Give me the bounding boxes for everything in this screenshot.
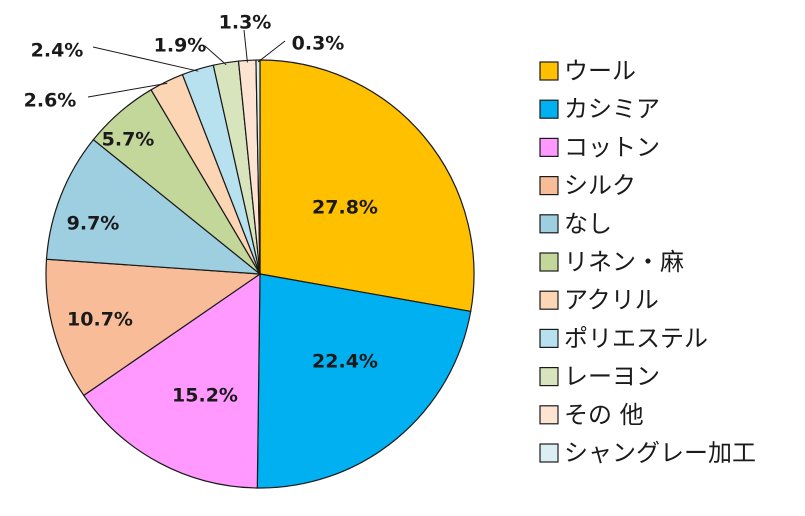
legend-swatch-11 [539, 443, 559, 463]
legend-label-9: レーヨン [564, 363, 660, 391]
slice-8-data-label: 2.4% [31, 40, 84, 62]
slice-8-leader-line [92, 46, 199, 72]
slice-5-data-label: 9.7% [67, 213, 120, 235]
legend-swatch-10 [539, 405, 559, 425]
legend-label-7: アクリル [564, 286, 659, 314]
legend-label-1: ウール [564, 57, 636, 85]
legend-label-6: リネン・麻 [564, 248, 684, 276]
slice-9-data-label: 1.9% [154, 35, 207, 57]
legend-label-4: シルク [564, 172, 636, 200]
leader-lines [87, 29, 286, 98]
slice-3-data-label: 15.2% [172, 385, 238, 407]
legend-swatch-5 [539, 214, 559, 234]
legend-label-11: シャングレー加工 [564, 439, 756, 467]
slice-7-data-label: 2.6% [24, 90, 77, 112]
slice-6-data-label: 5.7% [102, 129, 155, 151]
legend-label-5: なし [564, 210, 612, 238]
legend-label-2: カシミア [564, 95, 660, 123]
slice-3 [82, 272, 261, 489]
slice-10-data-label: 1.3% [219, 12, 272, 34]
legend-swatch-3 [539, 137, 559, 157]
slice-4 [45, 258, 262, 397]
legend-swatch-2 [539, 99, 559, 119]
data-labels: 27.8% 22.4% 15.2% 10.7% 9.7% 5.7% 2.6% 2.4% 1.9%… [24, 12, 378, 407]
legend-label-10: その 他 [564, 401, 644, 429]
slice-11-data-label: 0.3% [292, 33, 345, 55]
legend-swatch-8 [539, 328, 559, 348]
legend-swatch-1 [539, 61, 559, 81]
slice-2 [256, 273, 472, 489]
slice-11-leader-line [257, 40, 286, 63]
slice-7-leader-line [87, 82, 168, 98]
slice-4-data-label: 10.7% [67, 309, 133, 331]
pie-slices [45, 59, 475, 489]
slice-1 [259, 59, 475, 313]
slice-2-data-label: 22.4% [312, 351, 378, 373]
legend-label-8: ポリエステル [564, 324, 708, 352]
slice-5 [45, 138, 262, 275]
slice-1-data-label: 27.8% [312, 197, 378, 219]
legend-swatch-9 [539, 367, 559, 387]
slice-10-leader-line [243, 29, 248, 63]
slice-9-leader-line [204, 45, 227, 66]
legend-label-3: コットン [564, 133, 660, 161]
legend-swatch-6 [539, 252, 559, 272]
legend-swatch-7 [539, 290, 559, 310]
legend-swatch-4 [539, 176, 559, 196]
